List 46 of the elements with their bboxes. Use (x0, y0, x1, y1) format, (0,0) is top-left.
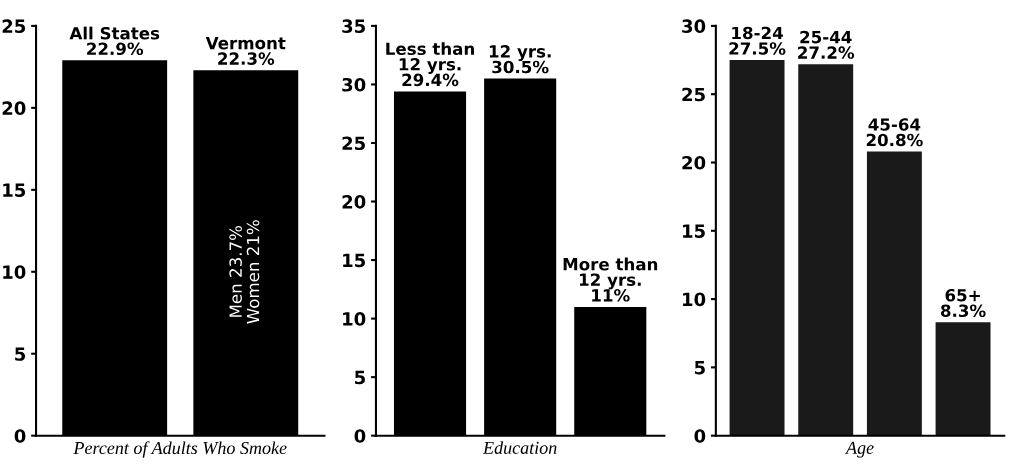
data-label: 27.2% (798, 46, 855, 59)
category-label: 65+ (945, 288, 980, 302)
y-tick-label: 5 (15, 347, 26, 361)
data-label: 29.4% (402, 73, 459, 87)
y-tick-label: 15 (3, 183, 26, 197)
annotation: Men 23.7% Women 21% (229, 220, 260, 324)
data-label: 27.5% (729, 42, 786, 55)
data-label: 30.5% (492, 60, 549, 74)
data-label: 11% (592, 289, 630, 302)
category-label: 45-64 (868, 118, 921, 131)
bar (798, 64, 854, 436)
y-tick-label: 15 (343, 253, 365, 268)
y-tick-label: 20 (2, 101, 26, 115)
x-tick-label: Vermont (205, 37, 286, 50)
category-label: More than 12 yrs. (563, 257, 658, 290)
bar (866, 151, 922, 436)
y-tick-label: 5 (694, 361, 705, 375)
bar (935, 322, 991, 436)
y-tick-label: 30 (682, 19, 706, 34)
x-tick-label: All States (69, 26, 160, 40)
y-tick-label: 30 (342, 77, 366, 92)
y-tick-label: 10 (3, 265, 26, 279)
y-tick-label: 10 (683, 292, 706, 307)
y-tick-label: 25 (342, 136, 365, 151)
data-label: 22.9% (87, 42, 144, 56)
category-label: Less than 12 yrs. (386, 42, 474, 74)
data-label: 20.8% (866, 133, 923, 147)
bar (729, 60, 785, 436)
y-tick-label: 20 (682, 155, 706, 170)
y-tick-label: 0 (14, 429, 26, 443)
data-label: 22.3% (218, 52, 275, 65)
y-tick-label: 0 (354, 429, 366, 443)
y-tick-label: 0 (694, 429, 706, 443)
y-tick-label: 15 (683, 224, 705, 238)
x-axis-title: Percent of Adults Who Smoke (73, 441, 287, 458)
y-tick-label: 25 (682, 87, 705, 102)
x-axis-title: Education (482, 441, 557, 454)
y-tick-label: 10 (343, 312, 366, 326)
y-tick-label: 5 (355, 370, 365, 385)
data-label: 8.3% (940, 304, 986, 318)
y-tick-label: 20 (342, 194, 366, 209)
category-label: 18-24 (732, 26, 783, 40)
x-axis-title: Age (845, 441, 874, 458)
y-tick-label: 25 (2, 19, 26, 34)
category-label: 25-44 (800, 30, 852, 44)
y-tick-label: 35 (342, 19, 365, 34)
